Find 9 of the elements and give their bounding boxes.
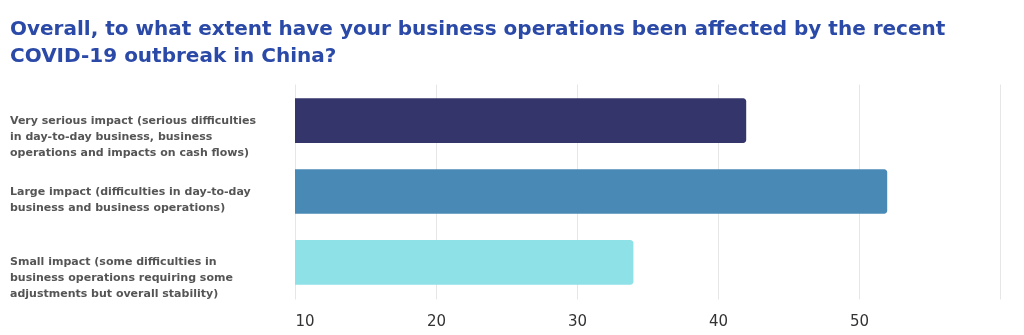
x-tick-label: 20 — [426, 311, 447, 330]
x-tick-label: 50 — [849, 311, 870, 330]
y-tick-label: Very serious impact (serious difficulties in day-to-day business, business operations and impacts on cash flows) — [10, 113, 257, 159]
chart-title: Overall, to what extent have your business operations been affected by the recent COVID-19 outbreak in China? — [10, 16, 946, 67]
y-tick-label: Large impact (difficulties in day-to-day business and business operations) — [10, 184, 251, 214]
x-tick-label: 40 — [708, 311, 729, 330]
x-tick-label: 30 — [567, 311, 588, 330]
x-tick-label: 10 — [295, 311, 315, 330]
y-tick-label: Small impact (some difficulties in business operations requiring some adjustments but overall stability) — [10, 255, 233, 301]
